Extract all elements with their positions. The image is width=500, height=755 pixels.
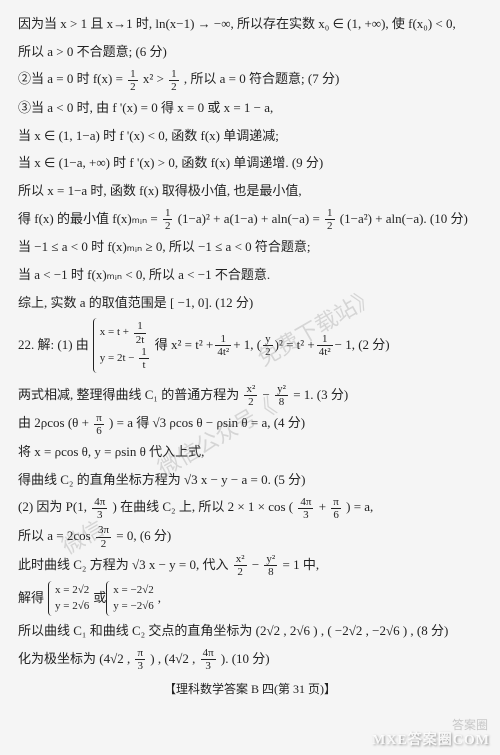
q22-line: 22. 解: (1) 由 x = t + 12t y = 2t − 1t 得 x… bbox=[18, 318, 482, 372]
text: ②当 a = 0 时 f(x) = bbox=[18, 71, 126, 86]
text: 由 2ρcos (θ + bbox=[18, 415, 92, 430]
text: + 1, ( bbox=[233, 333, 261, 358]
text-line: 所以 a = 2cos 3π2 = 0, (6 分) bbox=[18, 524, 482, 550]
fraction: π3 bbox=[135, 647, 145, 672]
equation-system: x = 2√2y = 2√6 bbox=[48, 581, 93, 616]
text-line: 因为当 x > 1 且 x→1 时, ln(x−1) → −∞, 所以存在实数 … bbox=[18, 12, 482, 37]
text-line: ②当 a = 0 时 f(x) = 12 x² > 12 , 所以 a = 0 … bbox=[18, 67, 482, 93]
text-line: (2) 因为 P(1, 4π3 ) 在曲线 C₂ 上, 所以 2 × 1 × c… bbox=[18, 495, 482, 521]
text: = 1 中, bbox=[282, 557, 319, 572]
text-line: 所以曲线 C₁ 和曲线 C₂ 交点的直角坐标为 (2√2 , 2√6 ) , (… bbox=[18, 619, 482, 644]
fraction: 12 bbox=[128, 68, 138, 93]
text: 解得 bbox=[18, 586, 44, 611]
fraction: 4π3 bbox=[201, 647, 216, 672]
text: ) = a, bbox=[346, 499, 373, 514]
text-line: 解得 x = 2√2y = 2√6 或 x = −2√2y = −2√6 , bbox=[18, 581, 482, 616]
equation-system: x = −2√2y = −2√6 bbox=[106, 581, 157, 616]
text-line: 两式相减, 整理得曲线 C₁ 的普通方程为 x²2 − y²8 = 1. (3 … bbox=[18, 383, 482, 409]
fraction: y2 bbox=[263, 333, 273, 358]
fraction: 14t² bbox=[215, 333, 231, 358]
text-line: 所以 x = 1−a 时, 函数 f(x) 取得极小值, 也是最小值, bbox=[18, 179, 482, 204]
fraction: x²2 bbox=[234, 553, 247, 578]
text: ) = a 得 √3 ρcos θ − ρsin θ = a, (4 分) bbox=[109, 415, 305, 430]
text: )² = t² + bbox=[275, 333, 315, 358]
text-line: 此时曲线 C₂ 方程为 √3 x − y = 0, 代入 x²2 − y²8 =… bbox=[18, 553, 482, 579]
text: x² > bbox=[143, 71, 167, 86]
fraction: y²8 bbox=[275, 383, 288, 408]
text-line: ③当 a < 0 时, 由 f '(x) = 0 得 x = 0 或 x = 1… bbox=[18, 96, 482, 121]
text: (1−a)² + a(1−a) + aln(−a) = bbox=[178, 211, 323, 226]
text-line: 将 x = ρcos θ, y = ρsin θ 代入上式, bbox=[18, 440, 482, 465]
fraction: 3π2 bbox=[96, 524, 111, 549]
fraction: 4π3 bbox=[298, 496, 313, 521]
fraction: 12 bbox=[325, 207, 335, 232]
text: − bbox=[263, 387, 274, 402]
text: = 0, (6 分) bbox=[116, 528, 171, 543]
text-line: 由 2ρcos (θ + π6 ) = a 得 √3 ρcos θ − ρsin… bbox=[18, 411, 482, 437]
fraction: y²8 bbox=[264, 553, 277, 578]
text: (2) 因为 P(1, bbox=[18, 499, 90, 514]
text: , 所以 a = 0 符合题意; (7 分) bbox=[184, 71, 339, 86]
fraction: 4π3 bbox=[92, 496, 107, 521]
fraction: π6 bbox=[331, 496, 341, 521]
text: 此时曲线 C₂ 方程为 √3 x − y = 0, 代入 bbox=[18, 557, 232, 572]
text-line: 当 x ∈ (1, 1−a) 时 f '(x) < 0, 函数 f(x) 单调递… bbox=[18, 124, 482, 149]
fraction: π6 bbox=[94, 412, 104, 437]
fraction: 12 bbox=[169, 68, 179, 93]
text-line: 当 −1 ≤ a < 0 时 f(x)ₘᵢₙ ≥ 0, 所以 −1 ≤ a < … bbox=[18, 235, 482, 260]
text: ) 在曲线 C₂ 上, 所以 2 × 1 × cos ( bbox=[113, 499, 294, 514]
page-content: 因为当 x > 1 且 x→1 时, ln(x−1) → −∞, 所以存在实数 … bbox=[0, 0, 500, 709]
text-line: 当 x ∈ (1−a, +∞) 时 f '(x) > 0, 函数 f(x) 单调… bbox=[18, 151, 482, 176]
text-line: 得曲线 C₂ 的直角坐标方程为 √3 x − y − a = 0. (5 分) bbox=[18, 468, 482, 493]
text-line: 所以 a > 0 不合题意; (6 分) bbox=[18, 40, 482, 65]
text: − 1, (2 分) bbox=[335, 333, 390, 358]
text-line: 综上, 实数 a 的取值范围是 [ −1, 0]. (12 分) bbox=[18, 291, 482, 316]
text: (1−a²) + aln(−a). (10 分) bbox=[340, 211, 468, 226]
text: , bbox=[158, 586, 161, 611]
text: 所以 a = 2cos bbox=[18, 528, 94, 543]
text: 或 bbox=[93, 586, 106, 611]
text: 得 f(x) 的最小值 f(x)ₘᵢₙ = bbox=[18, 211, 161, 226]
text: 化为极坐标为 (4√2 , bbox=[18, 651, 133, 666]
equation-system: x = t + 12t y = 2t − 1t bbox=[93, 318, 155, 372]
text-line: 得 f(x) 的最小值 f(x)ₘᵢₙ = 12 (1−a)² + a(1−a)… bbox=[18, 207, 482, 233]
text: ). (10 分) bbox=[221, 651, 270, 666]
text: 两式相减, 整理得曲线 C₁ 的普通方程为 bbox=[18, 387, 242, 402]
page-footer: 【理科数学答案 B 四(第 31 页)】 bbox=[18, 678, 482, 701]
text: = 1. (3 分) bbox=[293, 387, 348, 402]
brand-watermark: MXE答案圈COM bbox=[372, 729, 490, 749]
text: 22. 解: (1) 由 bbox=[18, 333, 89, 358]
fraction: 12 bbox=[163, 207, 173, 232]
text: − bbox=[252, 557, 263, 572]
text: ) , (4√2 , bbox=[150, 651, 198, 666]
fraction: 14t² bbox=[317, 333, 333, 358]
fraction: x²2 bbox=[244, 383, 257, 408]
text: + bbox=[319, 499, 330, 514]
text-line: 化为极坐标为 (4√2 , π3 ) , (4√2 , 4π3 ). (10 分… bbox=[18, 647, 482, 673]
fraction: 12t bbox=[134, 320, 147, 345]
fraction: 1t bbox=[139, 346, 149, 371]
text: 得 x² = t² + bbox=[155, 333, 214, 358]
text-line: 当 a < −1 时 f(x)ₘᵢₙ < 0, 所以 a < −1 不合题意. bbox=[18, 263, 482, 288]
